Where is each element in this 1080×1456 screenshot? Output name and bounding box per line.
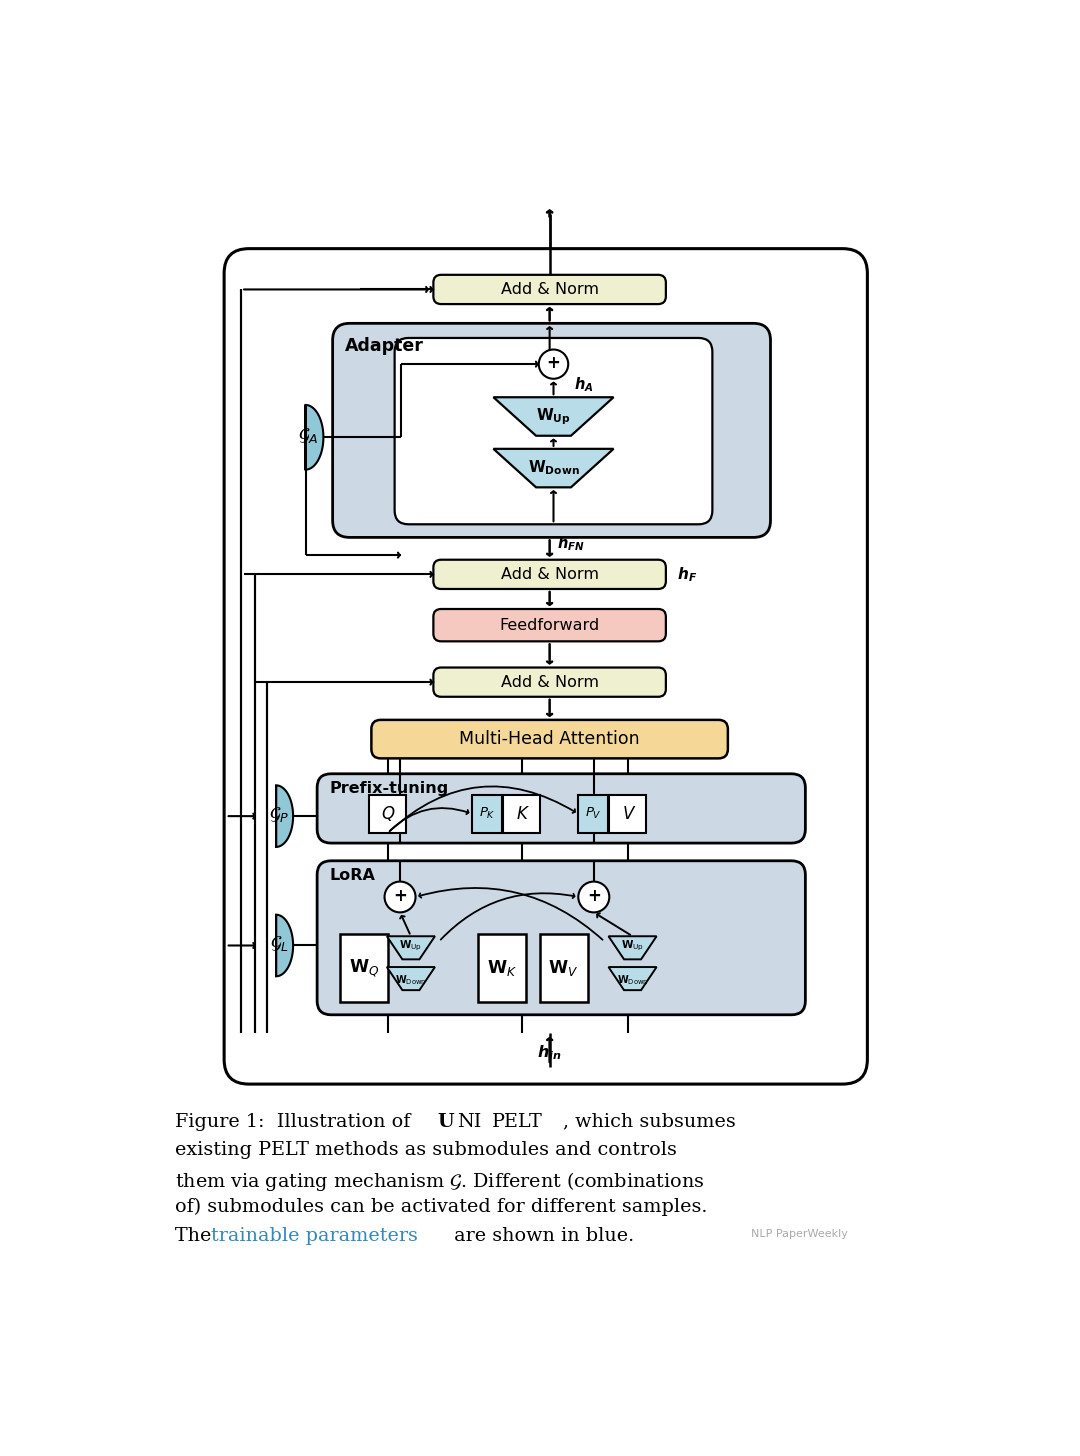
Polygon shape [494,448,613,488]
Text: NI: NI [457,1112,481,1130]
Text: $\mathbf{W}_\mathbf{Up}$: $\mathbf{W}_\mathbf{Up}$ [536,406,571,427]
Text: $\mathbf{W}_{\mathrm{Down}}$: $\mathbf{W}_{\mathrm{Down}}$ [395,973,427,987]
Bar [503,795,540,833]
Text: Figure 1:  Illustration of: Figure 1: Illustration of [175,1112,417,1130]
Bar [472,795,501,833]
FancyBboxPatch shape [433,609,666,641]
Text: PELT: PELT [491,1112,542,1130]
Text: $\bfit{h}_{in}$: $\bfit{h}_{in}$ [537,1044,562,1061]
Text: Multi-Head Attention: Multi-Head Attention [459,729,640,748]
Bar [540,933,588,1002]
Text: are shown in blue.: are shown in blue. [448,1226,634,1245]
Text: +: + [546,354,561,373]
Text: $\bfit{h}_{FN}$: $\bfit{h}_{FN}$ [557,534,585,553]
Polygon shape [608,967,657,990]
Circle shape [384,881,416,913]
Text: U: U [437,1112,454,1130]
Circle shape [578,881,609,913]
Text: K: K [516,805,527,823]
Text: $\mathbf{W}_\mathbf{Down}$: $\mathbf{W}_\mathbf{Down}$ [528,459,579,478]
Polygon shape [494,397,613,435]
FancyBboxPatch shape [333,323,770,537]
FancyBboxPatch shape [433,667,666,697]
Text: $\bfit{h}_F$: $\bfit{h}_F$ [677,565,697,584]
Text: , which subsumes: , which subsumes [563,1112,735,1130]
Bar [477,933,526,1002]
Text: $\bfit{h}_A$: $\bfit{h}_A$ [573,376,593,395]
Text: Add & Norm: Add & Norm [501,282,598,297]
Text: $\mathcal{G}_L$: $\mathcal{G}_L$ [270,935,288,954]
Polygon shape [306,405,323,470]
Text: NLP PaperWeekly: NLP PaperWeekly [751,1229,848,1239]
Text: Prefix-tuning: Prefix-tuning [329,782,449,796]
FancyBboxPatch shape [225,249,867,1085]
Text: $\mathcal{G}_A$: $\mathcal{G}_A$ [298,427,319,446]
Text: +: + [586,887,600,906]
Polygon shape [387,936,435,960]
Text: $\mathbf{W}_K$: $\mathbf{W}_K$ [486,958,516,978]
Polygon shape [387,967,435,990]
Polygon shape [608,936,657,960]
Text: $P_V$: $P_V$ [584,807,602,821]
Bar [369,795,406,833]
Text: existing PELT methods as submodules and controls: existing PELT methods as submodules and … [175,1142,677,1159]
Text: $\mathbf{W}_V$: $\mathbf{W}_V$ [549,958,579,978]
Bar [340,933,389,1002]
FancyBboxPatch shape [318,773,806,843]
Text: LoRA: LoRA [329,868,376,884]
Text: $\mathbf{W}_{\mathrm{Down}}$: $\mathbf{W}_{\mathrm{Down}}$ [617,973,648,987]
Text: $\mathcal{G}_P$: $\mathcal{G}_P$ [269,805,289,824]
Text: $\mathbf{W}_{\mathrm{Up}}$: $\mathbf{W}_{\mathrm{Up}}$ [621,939,644,954]
FancyBboxPatch shape [372,719,728,759]
Polygon shape [276,785,293,847]
Text: trainable parameters: trainable parameters [211,1226,418,1245]
Text: Feedforward: Feedforward [499,617,599,633]
Circle shape [539,349,568,379]
FancyBboxPatch shape [433,559,666,590]
Text: $P_K$: $P_K$ [478,807,496,821]
Text: of) submodules can be activated for different samples.: of) submodules can be activated for diff… [175,1198,707,1216]
Polygon shape [276,914,293,977]
Text: +: + [393,887,407,906]
Text: $\mathbf{W}_Q$: $\mathbf{W}_Q$ [349,957,379,978]
FancyBboxPatch shape [394,338,713,524]
Text: Add & Norm: Add & Norm [501,566,598,582]
Text: The: The [175,1226,218,1245]
Text: Q: Q [381,805,394,823]
Text: Adapter: Adapter [345,338,423,355]
FancyBboxPatch shape [318,860,806,1015]
Bar [609,795,647,833]
Text: V: V [622,805,634,823]
Text: Add & Norm: Add & Norm [501,674,598,690]
Text: them via gating mechanism $\mathcal{G}$. Different (combinations: them via gating mechanism $\mathcal{G}$.… [175,1169,705,1192]
Text: $\mathbf{W}_{\mathrm{Up}}$: $\mathbf{W}_{\mathrm{Up}}$ [400,939,422,954]
Bar [578,795,608,833]
FancyBboxPatch shape [433,275,666,304]
